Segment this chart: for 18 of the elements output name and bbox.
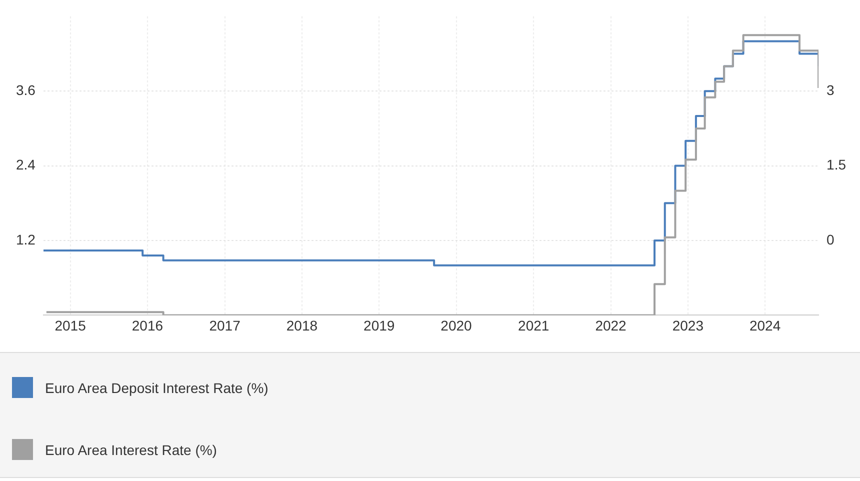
y2-tick-label: 1.5 (826, 156, 846, 173)
legend-label: Euro Area Deposit Interest Rate (%) (45, 380, 268, 396)
y-tick-label: 2.4 (16, 156, 36, 173)
x-tick-label: 2020 (440, 317, 472, 334)
x-tick-label: 2018 (286, 317, 318, 334)
y2-tick-label: 3 (826, 82, 835, 98)
x-tick-label: 2024 (749, 317, 781, 334)
y2-tick-label: 0 (826, 231, 835, 248)
x-tick-label: 2015 (54, 317, 86, 334)
x-tick-label: 2021 (518, 317, 550, 334)
y-tick-label: 3.6 (16, 82, 36, 98)
y-tick-label: 1.2 (16, 231, 36, 248)
legend-label: Euro Area Interest Rate (%) (45, 442, 217, 458)
x-tick-label: 2022 (595, 317, 627, 334)
x-tick-label: 2017 (209, 317, 241, 334)
x-tick-label: 2023 (672, 317, 704, 334)
x-tick-label: 2019 (364, 317, 395, 334)
x-tick-label: 2016 (132, 317, 164, 334)
